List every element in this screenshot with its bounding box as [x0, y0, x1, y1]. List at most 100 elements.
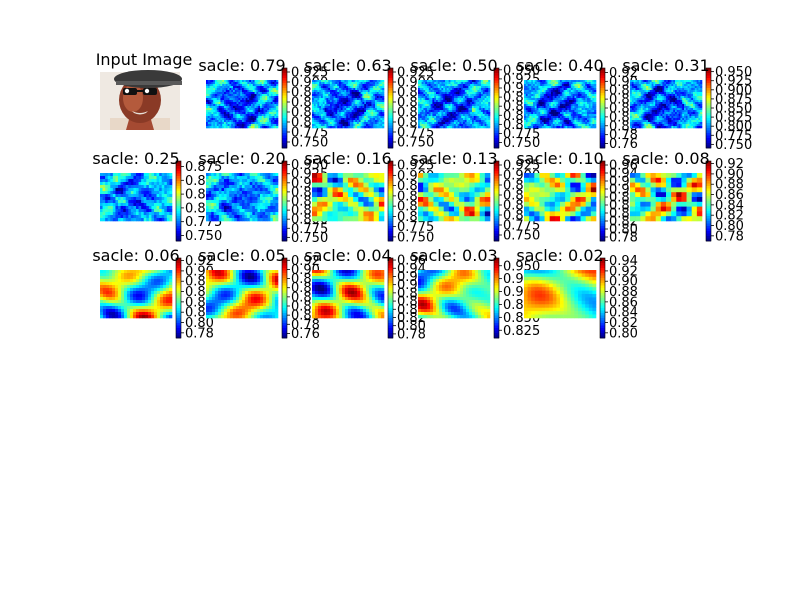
colorbar-segment — [494, 123, 499, 126]
heatmap-cell — [360, 118, 363, 121]
heatmap-cell — [434, 102, 437, 105]
heatmap-cell — [578, 114, 581, 117]
heatmap-cell — [328, 82, 331, 85]
heatmap-cell — [371, 110, 374, 113]
heatmap-cell — [213, 96, 216, 99]
heatmap-cell — [427, 100, 430, 103]
heatmap-cell — [236, 98, 239, 101]
heatmap-cell — [446, 114, 449, 117]
heatmap-cell — [256, 100, 259, 103]
heatmap-cell — [484, 114, 487, 117]
heatmap-cell — [382, 88, 385, 91]
colorbar-segment — [282, 90, 287, 94]
heatmap-cell — [644, 102, 647, 105]
heatmap-cell — [243, 110, 246, 113]
heatmap-cell — [312, 86, 315, 89]
heatmap-cell — [673, 90, 676, 93]
heatmap-cell — [218, 106, 221, 109]
heatmap-cell — [565, 98, 568, 101]
heatmap-cell — [376, 92, 379, 95]
heatmap-cell — [554, 124, 557, 127]
heatmap-cell — [552, 92, 555, 95]
heatmap-cell — [446, 96, 449, 99]
heatmap-cell — [207, 82, 210, 85]
heatmap-cell — [649, 116, 652, 119]
heatmap-cell — [594, 86, 597, 89]
heatmap-cell — [366, 92, 369, 95]
heatmap-cell — [331, 126, 334, 129]
heatmap-cell — [360, 108, 363, 111]
photo-cap — [114, 70, 182, 88]
heatmap-cell — [322, 126, 325, 129]
heatmap-cell — [554, 86, 557, 89]
heatmap-cell — [427, 122, 430, 125]
heatmap-cell — [216, 90, 219, 93]
heatmap-cell — [529, 122, 532, 125]
heatmap-cell — [658, 96, 661, 99]
heatmap-cell — [339, 116, 342, 119]
heatmap-cell — [313, 96, 316, 99]
heatmap-cell — [691, 110, 694, 113]
heatmap-cell — [657, 92, 660, 95]
heatmap-cell — [477, 82, 480, 85]
heatmap-cell — [337, 104, 340, 107]
heatmap-cell — [534, 100, 537, 103]
heatmap-cell — [481, 108, 484, 111]
heatmap-cell — [238, 96, 241, 99]
heatmap-cell — [578, 82, 581, 85]
heatmap-cell — [524, 80, 527, 83]
heatmap-cell — [648, 94, 651, 97]
heatmap-cell — [216, 120, 219, 123]
heatmap-image — [524, 80, 597, 129]
heatmap-cell — [432, 84, 435, 87]
heatmap-cell — [274, 102, 277, 105]
heatmap-cell — [233, 122, 236, 125]
heatmap-cell — [261, 84, 264, 87]
heatmap-cell — [527, 88, 530, 91]
heatmap-cell — [473, 98, 476, 101]
heatmap-cell — [594, 126, 597, 129]
heatmap-cell — [358, 104, 361, 107]
input-image-title: Input Image — [96, 50, 193, 69]
heatmap-cell — [561, 92, 564, 95]
heatmap-cell — [479, 86, 482, 89]
heatmap-cell — [326, 104, 329, 107]
heatmap-cell — [436, 126, 439, 129]
heatmap-cell — [563, 104, 566, 107]
heatmap-cell — [322, 94, 325, 97]
photo-glasses — [123, 88, 157, 95]
heatmap-cell — [484, 116, 487, 119]
heatmap-cell — [475, 102, 478, 105]
heatmap-cell — [371, 102, 374, 105]
heatmap-cell — [590, 110, 593, 113]
heatmap-cell — [245, 120, 248, 123]
heatmap-cell — [222, 94, 225, 97]
heatmap-cell — [427, 118, 430, 121]
heatmap-cell — [360, 104, 363, 107]
heatmap-cell — [229, 120, 232, 123]
heatmap-cell — [579, 106, 582, 109]
heatmap-cell — [434, 98, 437, 101]
heatmap-cell — [434, 104, 437, 107]
heatmap-cell — [369, 124, 372, 127]
heatmap-cell — [470, 82, 473, 85]
heatmap-cell — [312, 126, 315, 129]
heatmap-cell — [382, 80, 385, 83]
colorbar-segment — [600, 118, 605, 121]
heatmap-cell — [436, 84, 439, 87]
heatmap-cell — [339, 90, 342, 93]
heatmap-cell — [470, 84, 473, 87]
heatmap-cell — [448, 80, 451, 83]
heatmap-cell — [673, 104, 676, 107]
heatmap-cell — [466, 124, 469, 127]
heatmap-cell — [466, 92, 469, 95]
heatmap-cell — [556, 98, 559, 101]
heatmap-cell — [540, 108, 543, 111]
heatmap-cell — [648, 122, 651, 125]
heatmap-cell — [675, 108, 678, 111]
heatmap-cell — [693, 102, 696, 105]
heatmap-cell — [540, 120, 543, 123]
heatmap-cell — [207, 94, 210, 97]
heatmap-cell — [658, 122, 661, 125]
heatmap-cell — [477, 86, 480, 89]
